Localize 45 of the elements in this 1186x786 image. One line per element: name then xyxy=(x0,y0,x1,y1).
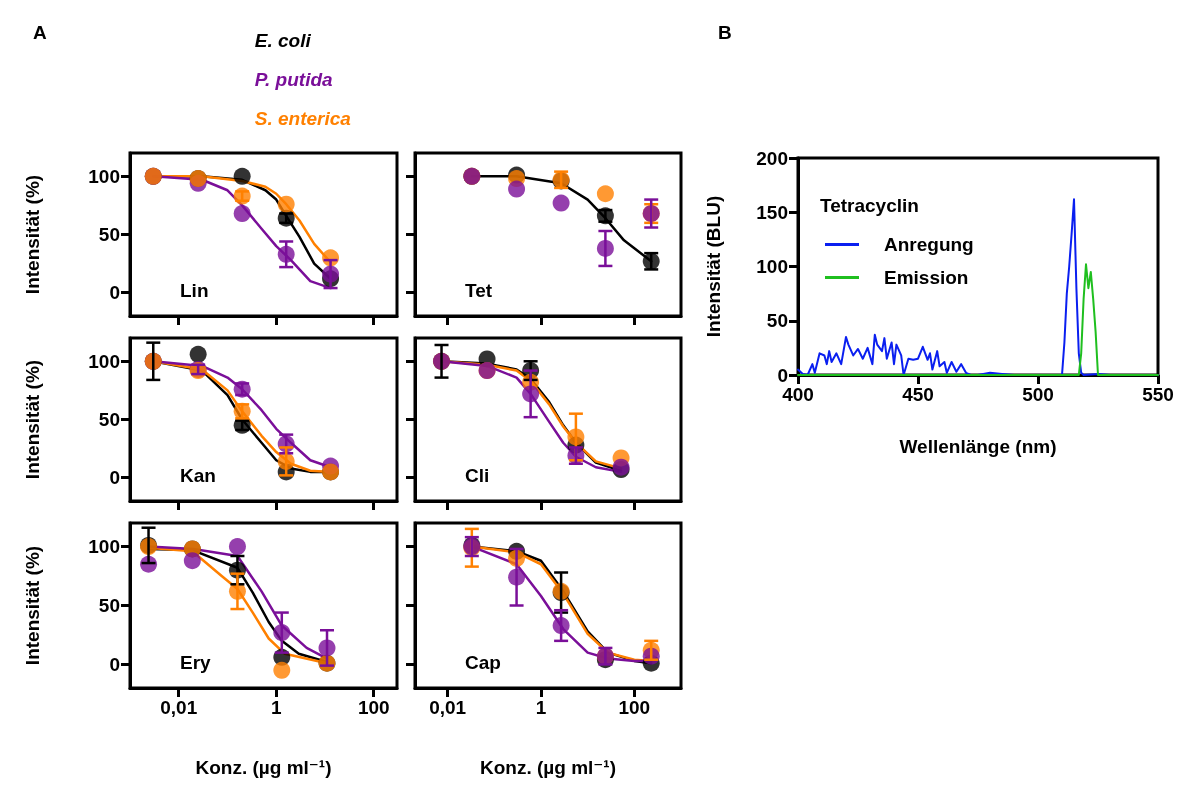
text: Lin xyxy=(180,280,209,301)
text: Kan xyxy=(180,465,216,486)
x-tick-label: 450 xyxy=(902,384,934,405)
y-tick-label: 50 xyxy=(98,409,120,430)
y-tick-label: 200 xyxy=(756,147,788,169)
y-tick-label: 100 xyxy=(88,165,120,187)
x-axis-title: Konz. (µg ml⁻¹) xyxy=(479,757,617,778)
x-tick-label: 1 xyxy=(535,697,547,718)
x-tick-label: 400 xyxy=(782,384,814,405)
x-tick-label: 550 xyxy=(1142,384,1174,405)
text: E. coli xyxy=(254,30,312,51)
x-tick-label: 500 xyxy=(1022,384,1054,405)
y-tick-label: 0 xyxy=(109,282,120,304)
x-tick-label: 0,01 xyxy=(160,697,198,718)
text: B xyxy=(718,22,732,43)
y-axis-title: Intensität (%) xyxy=(22,359,43,480)
y-tick-label: 50 xyxy=(766,310,788,332)
x-tick-label: 100 xyxy=(618,697,651,718)
text: Tet xyxy=(465,280,493,301)
text: Cap xyxy=(465,652,501,673)
text: Ery xyxy=(180,652,212,673)
y-tick-label: 0 xyxy=(109,653,120,675)
y-axis-title: Intensität (%) xyxy=(22,545,43,666)
text: S. enterica xyxy=(254,108,352,129)
y-tick-label: 50 xyxy=(98,224,120,245)
y-tick-label: 0 xyxy=(777,364,788,386)
x-tick-label: 1 xyxy=(270,697,282,718)
y-tick-label: 0 xyxy=(109,467,120,489)
x-tick-label: 100 xyxy=(357,697,390,718)
y-tick-label: 100 xyxy=(88,536,120,558)
y-axis-title: Intensität (BLU) xyxy=(703,195,724,338)
text: P. putida xyxy=(254,69,334,90)
y-tick-label: 100 xyxy=(756,256,788,277)
text: Cli xyxy=(465,465,490,486)
x-tick-label: 0,01 xyxy=(429,697,467,718)
y-axis-title: Intensität (%) xyxy=(22,174,43,295)
y-tick-label: 100 xyxy=(88,350,120,372)
x-axis-title: Wellenlänge (nm) xyxy=(899,436,1057,457)
x-axis-title: Konz. (µg ml⁻¹) xyxy=(195,757,332,778)
legend-label: Anregung xyxy=(884,234,974,255)
y-tick-label: 50 xyxy=(98,595,120,616)
legend-label: Emission xyxy=(884,267,969,288)
y-tick-label: 150 xyxy=(756,201,788,223)
legend-title: Tetracyclin xyxy=(820,195,919,216)
text: A xyxy=(33,22,47,43)
